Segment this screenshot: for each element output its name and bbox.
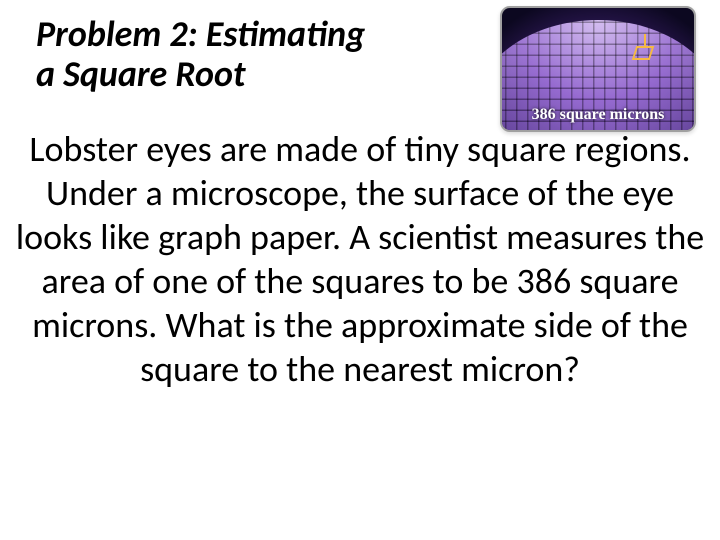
lobster-eye-image: 386 square microns bbox=[500, 6, 696, 132]
image-caption: 386 square microns bbox=[502, 106, 694, 124]
heading-block: Problem 2: Estimating a Square Root bbox=[36, 14, 446, 95]
body-text: Lobster eyes are made of tiny square reg… bbox=[10, 128, 710, 391]
heading-line-1: Problem 2: Estimating bbox=[36, 14, 446, 54]
heading-line-2: a Square Root bbox=[36, 54, 446, 94]
callout-square bbox=[632, 46, 655, 60]
body-block: Lobster eyes are made of tiny square reg… bbox=[10, 128, 710, 391]
slide: Problem 2: Estimating a Square Root 386 … bbox=[0, 0, 720, 540]
